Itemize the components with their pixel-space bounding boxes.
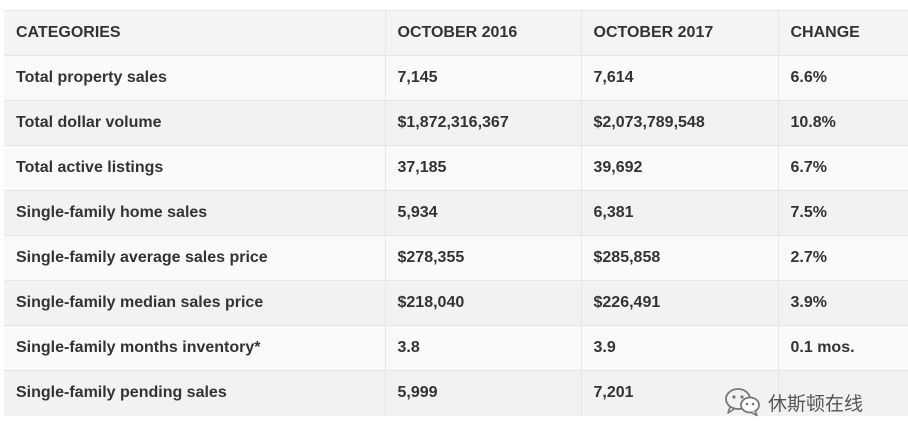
wechat-icon <box>724 387 762 417</box>
table-row: Single-family average sales price $278,3… <box>4 235 908 281</box>
header-change: CHANGE <box>777 10 908 56</box>
table-row: Single-family months inventory* 3.8 3.9 … <box>4 325 908 371</box>
row-category: Total dollar volume <box>4 100 385 146</box>
watermark-text: 休斯顿在线 <box>768 392 864 415</box>
row-value-2016: 37,185 <box>384 145 581 191</box>
row-category: Single-family home sales <box>4 190 385 236</box>
table-row: Total property sales 7,145 7,614 6.6% <box>4 55 908 101</box>
row-value-2016: 5,999 <box>384 370 581 416</box>
row-value-2017: 3.9 <box>580 325 778 371</box>
row-value-2016: 3.8 <box>384 325 581 371</box>
row-category: Single-family median sales price <box>4 280 385 326</box>
row-value-2016: $278,355 <box>384 235 581 281</box>
row-change: 6.6% <box>777 55 908 101</box>
table-row: Total dollar volume $1,872,316,367 $2,07… <box>4 100 908 146</box>
header-october-2016: OCTOBER 2016 <box>384 10 581 56</box>
row-change: 3.9% <box>777 280 908 326</box>
row-value-2017: $226,491 <box>580 280 778 326</box>
header-october-2017: OCTOBER 2017 <box>580 10 778 56</box>
row-value-2016: 5,934 <box>384 190 581 236</box>
row-value-2017: 39,692 <box>580 145 778 191</box>
row-change: 10.8% <box>777 100 908 146</box>
row-value-2017: $285,858 <box>580 235 778 281</box>
table-row: Single-family home sales 5,934 6,381 7.5… <box>4 190 908 236</box>
row-change <box>777 370 908 416</box>
row-change: 7.5% <box>777 190 908 236</box>
row-change: 0.1 mos. <box>777 325 908 371</box>
row-value-2017: 6,381 <box>580 190 778 236</box>
row-value-2016: $1,872,316,367 <box>384 100 581 146</box>
row-category: Total active listings <box>4 145 385 191</box>
row-change: 2.7% <box>777 235 908 281</box>
stats-table: CATEGORIES OCTOBER 2016 OCTOBER 2017 CHA… <box>4 10 908 416</box>
row-value-2017: $2,073,789,548 <box>580 100 778 146</box>
table-row: Total active listings 37,185 39,692 6.7% <box>4 145 908 191</box>
header-categories: CATEGORIES <box>4 10 385 56</box>
watermark: 休斯顿在线 <box>724 387 863 417</box>
row-category: Single-family pending sales <box>4 370 385 416</box>
row-value-2017: 7,614 <box>580 55 778 101</box>
row-category: Single-family months inventory* <box>4 325 385 371</box>
table-header-row: CATEGORIES OCTOBER 2016 OCTOBER 2017 CHA… <box>4 10 908 56</box>
table-row: Single-family median sales price $218,04… <box>4 280 908 326</box>
row-value-2016: $218,040 <box>384 280 581 326</box>
row-value-2016: 7,145 <box>384 55 581 101</box>
row-category: Total property sales <box>4 55 385 101</box>
row-category: Single-family average sales price <box>4 235 385 281</box>
row-change: 6.7% <box>777 145 908 191</box>
